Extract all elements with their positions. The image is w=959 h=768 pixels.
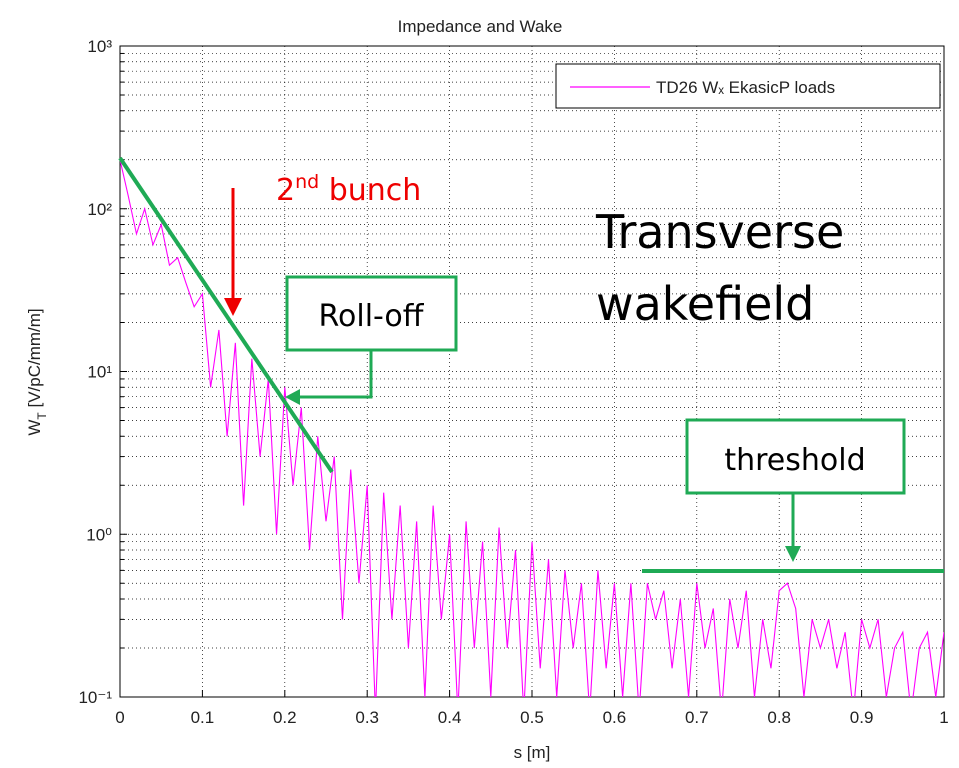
annotation-box — [285, 275, 458, 352]
x-tick-label: 0.6 — [603, 708, 627, 727]
y-tick-label: 10¹ — [87, 363, 112, 382]
chart-title: Impedance and Wake — [398, 17, 563, 36]
grid — [119, 45, 945, 698]
lines — [120, 159, 944, 697]
x-tick-label: 0.7 — [685, 708, 709, 727]
text-sup: nd — [295, 171, 319, 193]
x-tick-label: 0.9 — [850, 708, 874, 727]
data-line — [120, 159, 944, 697]
x-tick-label: 0.1 — [191, 708, 215, 727]
x-axis-label: s [m] — [514, 743, 551, 762]
label-part: W — [25, 420, 44, 436]
annotation-box — [685, 418, 906, 495]
annotation: wakefield — [596, 277, 814, 331]
x-tick-label: 0 — [115, 708, 124, 727]
text-part: bunch — [319, 173, 421, 208]
legend: TD26 Wₓ EkasicP loads — [555, 63, 941, 109]
legend-label: TD26 Wₓ EkasicP loads — [656, 78, 835, 97]
y-tick-label: 10⁻¹ — [78, 688, 112, 707]
arrow-head — [285, 389, 300, 405]
x-tick-label: 0.8 — [767, 708, 791, 727]
ticks: 0 0.1 0.2 0.3 0.4 0.5 0.6 0.7 0.8 0.9 1 10⁻¹ 10⁰ 10¹ 1… — [78, 37, 948, 727]
x-tick-label: 1 — [939, 708, 948, 727]
text-part: 2 — [276, 173, 295, 208]
rolloff-line — [118, 156, 334, 474]
arrow — [300, 350, 373, 399]
label-sub: T — [35, 412, 49, 420]
x-tick-label: 0.3 — [355, 708, 379, 727]
label-part: [V/pC/mm/m] — [25, 308, 44, 412]
arrow-head — [224, 298, 242, 316]
y-axis-label: WT [V/pC/mm/m] — [25, 308, 49, 435]
x-tick-label: 0.4 — [438, 708, 462, 727]
annotation: Roll-off — [319, 299, 425, 334]
annotation: Transverse — [595, 205, 844, 259]
annotation: 2nd bunch — [276, 171, 421, 208]
x-tick-label: 0.5 — [520, 708, 544, 727]
y-tick-label: 10² — [87, 200, 112, 219]
y-tick-label: 10³ — [87, 37, 112, 56]
annotation: threshold — [724, 443, 865, 478]
x-tick-label: 0.2 — [273, 708, 297, 727]
legend-box — [555, 63, 941, 109]
y-tick-label: 10⁰ — [86, 525, 112, 544]
arrow-head — [785, 546, 801, 562]
